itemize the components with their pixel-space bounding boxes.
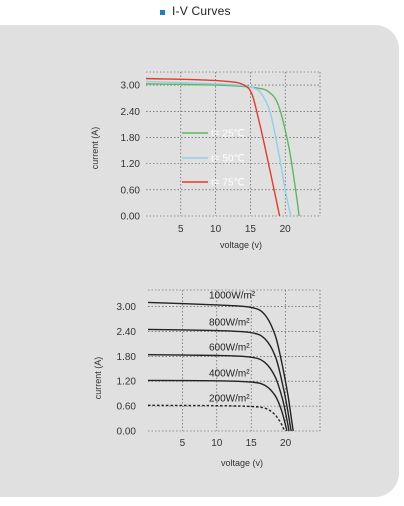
x-axis-title: voltage (v) (220, 240, 262, 250)
x-tick-label: 15 (246, 438, 258, 449)
curve-label: 800W/m² (209, 317, 250, 328)
curve-label: 1000W/m² (209, 290, 256, 301)
chart-panel (0, 25, 399, 497)
series-line-0 (145, 83, 300, 217)
x-tick-label: 5 (180, 438, 186, 449)
y-tick-label: 0.00 (121, 212, 141, 223)
y-axis-title: current (A) (93, 357, 103, 400)
y-axis-title: current (A) (90, 127, 100, 170)
y-tick-label: 3.00 (117, 302, 137, 313)
y-tick-label: 1.80 (117, 352, 137, 363)
series-line-2 (145, 77, 281, 217)
legend-label: t= 50℃ (211, 154, 245, 165)
series-line-0 (147, 301, 294, 432)
x-tick-label: 15 (245, 224, 257, 235)
y-tick-label: 1.20 (117, 377, 137, 388)
x-tick-label: 10 (211, 438, 223, 449)
x-tick-label: 20 (280, 438, 292, 449)
y-tick-label: 0.60 (117, 402, 137, 413)
x-tick-label: 20 (280, 224, 292, 235)
y-tick-label: 1.80 (121, 133, 141, 144)
page-title: I-V Curves (172, 4, 231, 18)
curve-label: 200W/m² (209, 393, 250, 404)
legend-label: t= 25℃ (211, 129, 245, 140)
series-line-3 (147, 379, 288, 432)
x-axis-title: voltage (v) (221, 458, 263, 468)
x-tick-label: 10 (210, 224, 222, 235)
y-tick-label: 0.60 (121, 185, 141, 196)
series-line-4 (147, 404, 285, 432)
curve-label: 600W/m² (209, 343, 250, 354)
title-bullet (160, 10, 165, 15)
y-tick-label: 1.20 (121, 159, 141, 170)
curve-label: 400W/m² (209, 368, 250, 379)
header: I-V Curves (0, 0, 404, 24)
x-tick-label: 5 (178, 224, 184, 235)
y-tick-label: 2.40 (117, 327, 137, 338)
y-tick-label: 0.00 (117, 427, 137, 438)
legend-label: t= 75℃ (211, 178, 245, 189)
series-line-1 (145, 80, 292, 217)
series-line-1 (147, 328, 292, 432)
y-tick-label: 2.40 (121, 107, 141, 118)
y-tick-label: 3.00 (121, 81, 141, 92)
series-line-2 (147, 354, 290, 432)
